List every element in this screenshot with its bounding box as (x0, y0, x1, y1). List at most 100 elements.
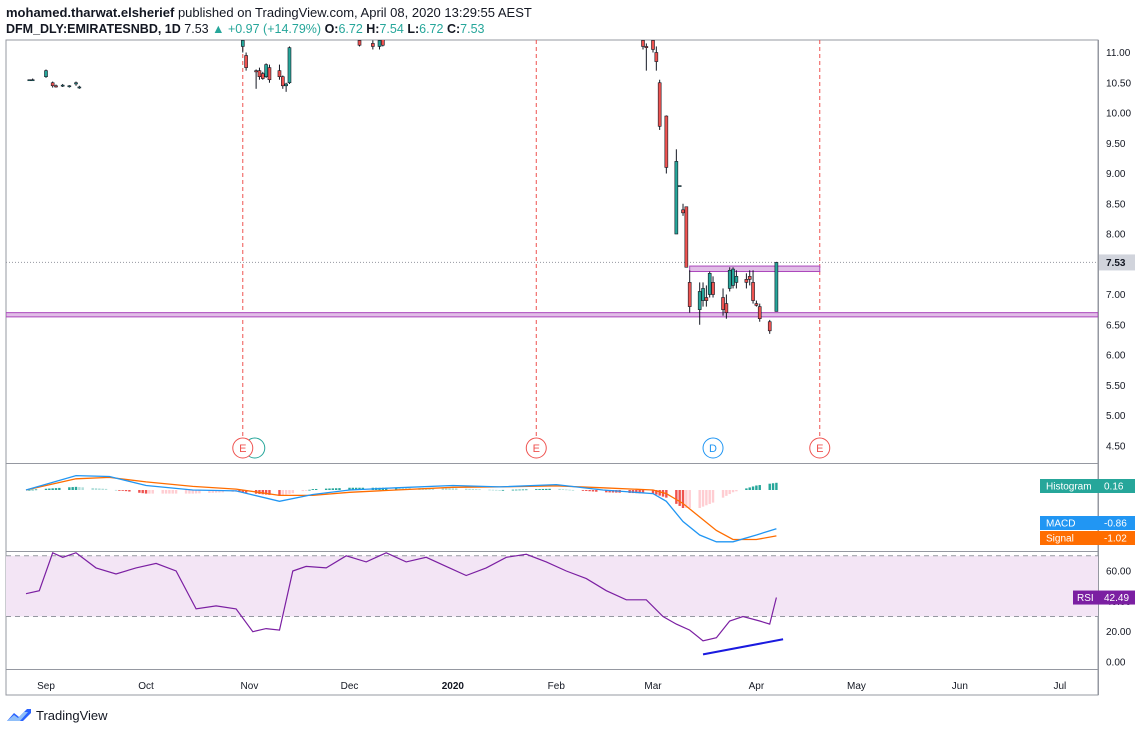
candle[interactable] (264, 63, 268, 78)
histogram-bar (488, 489, 491, 491)
candle[interactable] (734, 270, 739, 289)
histogram-bar (515, 489, 518, 491)
histogram-bar (188, 490, 191, 494)
histogram-bar (735, 490, 738, 492)
histogram-bar (581, 490, 585, 491)
candle-body (377, 40, 382, 47)
candle[interactable] (284, 82, 288, 92)
candle[interactable] (711, 276, 715, 298)
low-value: 6.72 (419, 22, 444, 36)
candle[interactable] (651, 37, 655, 53)
candle[interactable] (747, 270, 752, 286)
candle[interactable] (280, 75, 285, 89)
candle[interactable] (377, 37, 382, 50)
macd-line[interactable] (25, 474, 777, 543)
candle[interactable] (54, 84, 58, 88)
candle[interactable] (704, 285, 709, 307)
histogram-bar (191, 490, 194, 494)
candle[interactable] (254, 69, 258, 89)
candle[interactable] (701, 282, 705, 307)
candle[interactable] (681, 203, 685, 216)
histogram-bar (148, 490, 151, 494)
candle[interactable] (657, 79, 662, 130)
candle[interactable] (287, 46, 292, 84)
histogram-bar (291, 490, 295, 494)
candle[interactable] (754, 300, 759, 307)
candle[interactable] (67, 85, 72, 88)
event-marker[interactable]: D (702, 437, 724, 459)
candle[interactable] (77, 85, 82, 89)
histogram-bar (451, 488, 455, 490)
candle[interactable] (44, 69, 48, 78)
histogram-bar (655, 490, 658, 495)
support-zone[interactable] (6, 312, 1098, 318)
candle[interactable] (664, 115, 669, 174)
tradingview-brand[interactable]: TradingView (36, 707, 108, 723)
rsi-band (6, 555, 1098, 617)
candle[interactable] (687, 270, 692, 313)
price-tick-label: 6.00 (1106, 351, 1126, 362)
author-name[interactable]: mohamed.tharwat.elsherief (6, 5, 175, 20)
candle[interactable] (60, 83, 65, 87)
price-plot[interactable] (6, 34, 1098, 436)
candle[interactable] (767, 319, 772, 334)
candle[interactable] (260, 71, 265, 80)
candle[interactable] (644, 43, 649, 71)
candle[interactable] (50, 81, 55, 88)
event-label: E (239, 443, 246, 455)
candle[interactable] (641, 37, 645, 50)
candle[interactable] (677, 185, 682, 187)
histogram-bar (278, 490, 281, 496)
low-label: L: (407, 22, 420, 36)
histogram-bar (214, 490, 218, 493)
candle[interactable] (731, 267, 735, 289)
histogram-bar (141, 490, 144, 494)
candle[interactable] (381, 34, 385, 47)
candle[interactable] (30, 78, 35, 82)
symbol-name[interactable]: DFM_DLY:EMIRATESNBD, 1D (6, 22, 181, 36)
rsi-trendline[interactable] (702, 638, 784, 656)
candle[interactable] (744, 273, 749, 289)
candle[interactable] (257, 67, 262, 80)
candle[interactable] (74, 81, 78, 86)
histogram-bar (311, 489, 315, 490)
macd-plot[interactable] (25, 474, 778, 543)
event-marker[interactable]: E (525, 437, 547, 459)
histogram-bar (48, 488, 51, 490)
candle[interactable] (277, 64, 282, 80)
histogram-bar (448, 488, 451, 490)
signal-line[interactable] (25, 476, 777, 541)
candle-body (721, 297, 725, 310)
rsi-line[interactable] (25, 552, 777, 642)
histogram-bar (608, 490, 611, 493)
macd-pane[interactable] (25, 474, 778, 543)
candle[interactable] (727, 267, 732, 292)
candle[interactable] (244, 52, 248, 71)
candle-body (754, 303, 759, 306)
candle[interactable] (27, 79, 32, 82)
macd-label-value: -0.86 (1104, 519, 1127, 530)
candle[interactable] (357, 37, 362, 47)
candle[interactable] (757, 303, 762, 322)
candle[interactable] (684, 206, 689, 268)
rsi-pane[interactable] (6, 552, 1098, 656)
candle[interactable] (721, 288, 725, 316)
candle[interactable] (724, 294, 729, 319)
event-marker[interactable]: E (809, 437, 831, 459)
histogram-bar (431, 488, 435, 490)
symbol-info: DFM_DLY:EMIRATESNBD, 1D 7.53 ▲ +0.97 (+1… (6, 21, 1141, 38)
candle[interactable] (707, 271, 712, 298)
rsi-plot[interactable] (6, 552, 1098, 656)
candle[interactable] (267, 64, 272, 83)
candle[interactable] (674, 149, 679, 235)
candle[interactable] (654, 46, 659, 71)
candle[interactable] (751, 270, 755, 304)
candle[interactable] (371, 40, 375, 50)
candle[interactable] (697, 282, 702, 325)
candle[interactable] (240, 37, 245, 53)
resistance-zone[interactable] (689, 265, 821, 273)
event-marker[interactable]: E (232, 437, 266, 459)
candle[interactable] (774, 261, 779, 312)
